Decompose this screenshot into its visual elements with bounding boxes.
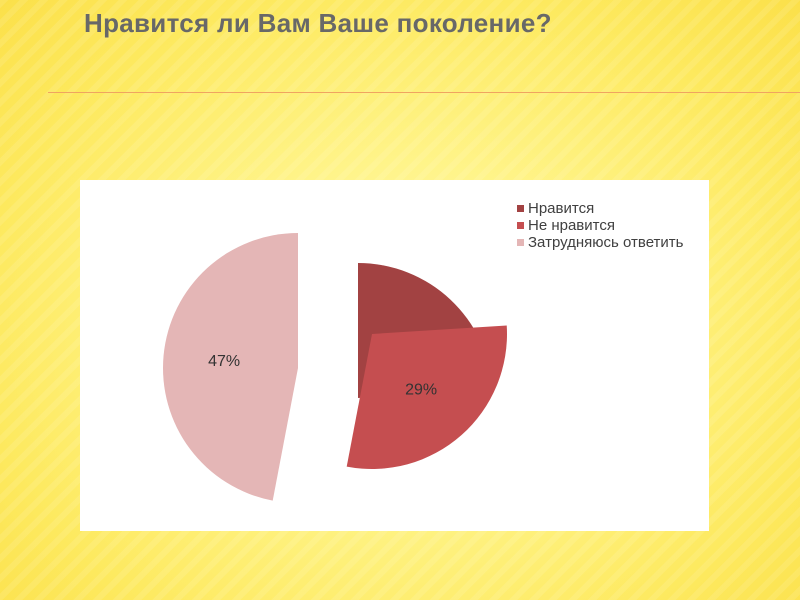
legend-swatch [517, 239, 524, 246]
chart-legend: Нравится Не нравится Затрудняюсь ответит… [517, 200, 707, 251]
legend-swatch [517, 205, 524, 212]
legend-item: Затрудняюсь ответить [517, 234, 707, 251]
pie-data-label: 47% [208, 353, 240, 370]
legend-swatch [517, 222, 524, 229]
page-title: Нравится ли Вам Ваше поколение? [84, 8, 552, 38]
title-divider [48, 92, 800, 93]
legend-item: Нравится [517, 200, 707, 217]
pie-chart: 24%29%47% [163, 233, 507, 501]
chart-area: 24%29%47% Нравится Не нравится Затрудняю… [80, 180, 709, 531]
pie-slice [163, 233, 298, 501]
pie-data-label: 29% [405, 382, 437, 399]
legend-label: Нравится [528, 200, 595, 217]
pie-slice [346, 325, 507, 469]
legend-item: Не нравится [517, 217, 707, 234]
legend-label: Затрудняюсь ответить [528, 234, 684, 251]
legend-label: Не нравится [528, 217, 615, 234]
